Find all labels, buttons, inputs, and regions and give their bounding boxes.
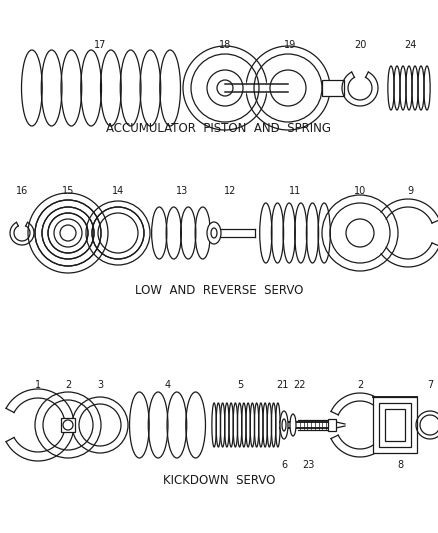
- Bar: [385, 409, 405, 441]
- Text: KICKDOWN  SERVO: KICKDOWN SERVO: [163, 474, 275, 488]
- Text: 24: 24: [404, 40, 416, 50]
- Text: LOW  AND  REVERSE  SERVO: LOW AND REVERSE SERVO: [135, 285, 303, 297]
- Bar: [379, 403, 411, 447]
- Text: 10: 10: [354, 186, 366, 196]
- Bar: [373, 397, 417, 453]
- Text: 16: 16: [16, 186, 28, 196]
- Text: 9: 9: [407, 186, 413, 196]
- Ellipse shape: [282, 419, 286, 431]
- Text: 18: 18: [219, 40, 231, 50]
- Text: 8: 8: [397, 460, 403, 470]
- Text: 13: 13: [176, 186, 188, 196]
- Ellipse shape: [280, 411, 288, 439]
- Bar: [322, 80, 344, 96]
- Text: 20: 20: [354, 40, 366, 50]
- Text: 19: 19: [284, 40, 296, 50]
- Text: 12: 12: [224, 186, 236, 196]
- Text: 23: 23: [302, 460, 314, 470]
- Text: 3: 3: [97, 380, 103, 390]
- Text: 14: 14: [112, 186, 124, 196]
- Ellipse shape: [290, 414, 296, 436]
- Bar: [61, 418, 75, 432]
- Bar: [328, 419, 336, 431]
- Text: 1: 1: [35, 380, 41, 390]
- Text: 7: 7: [427, 380, 433, 390]
- Text: 21: 21: [276, 380, 288, 390]
- Text: 15: 15: [62, 186, 74, 196]
- Text: 22: 22: [294, 380, 306, 390]
- Text: 11: 11: [289, 186, 301, 196]
- Text: 5: 5: [237, 380, 243, 390]
- Text: 2: 2: [357, 380, 363, 390]
- Circle shape: [203, 66, 247, 110]
- Ellipse shape: [207, 222, 221, 244]
- Text: ACCUMULATOR  PISTON  AND  SPRING: ACCUMULATOR PISTON AND SPRING: [106, 122, 332, 134]
- Ellipse shape: [211, 228, 217, 238]
- Circle shape: [266, 66, 310, 110]
- Text: 6: 6: [281, 460, 287, 470]
- Text: 2: 2: [65, 380, 71, 390]
- Text: 17: 17: [94, 40, 106, 50]
- Circle shape: [331, 204, 389, 262]
- Text: 4: 4: [165, 380, 171, 390]
